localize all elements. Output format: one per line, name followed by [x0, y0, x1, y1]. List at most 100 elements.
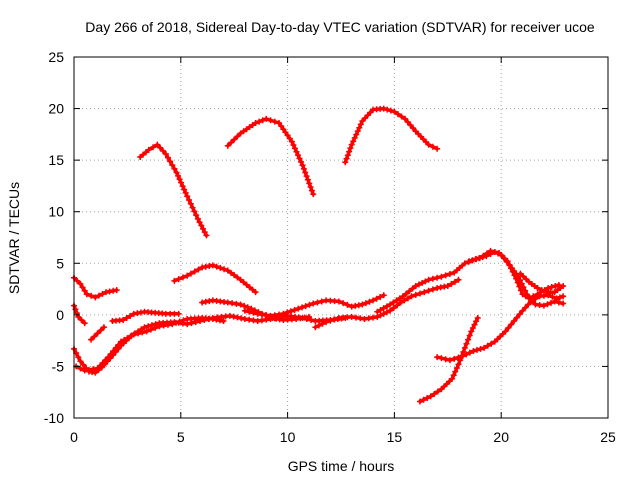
data-point: [483, 250, 490, 257]
data-point: [294, 152, 301, 159]
data-point: [553, 295, 560, 302]
data-point: [487, 247, 494, 254]
data-point: [123, 314, 130, 321]
data-point: [312, 324, 319, 331]
data-point: [124, 335, 131, 342]
series-line: [72, 314, 348, 375]
data-point: [517, 270, 524, 277]
data-point: [450, 372, 457, 379]
grid: [74, 57, 608, 418]
data-point: [359, 301, 366, 308]
data-point: [516, 311, 523, 318]
data-point: [284, 309, 291, 316]
data-point: [100, 324, 107, 331]
data-point: [522, 304, 529, 311]
data-point: [193, 212, 200, 219]
data-point: [346, 148, 353, 155]
data-point: [259, 117, 266, 124]
series-track-13: [312, 276, 462, 331]
series-track-3: [342, 105, 441, 166]
data-point: [288, 138, 295, 145]
data-point: [227, 139, 234, 146]
data-point: [200, 225, 207, 232]
data-point: [380, 305, 387, 312]
data-point: [366, 298, 373, 305]
data-point: [412, 282, 419, 289]
data-point: [538, 287, 545, 294]
data-point: [227, 269, 234, 276]
data-point: [105, 354, 112, 361]
series-track-10: [73, 314, 227, 374]
data-point: [473, 256, 480, 263]
data-point: [252, 289, 259, 296]
data-point: [442, 272, 449, 279]
data-point: [198, 222, 205, 229]
data-point: [201, 229, 208, 236]
data-point: [234, 274, 241, 281]
data-point: [466, 258, 473, 265]
data-point: [250, 309, 257, 316]
data-point: [72, 306, 79, 313]
data-point: [299, 162, 306, 169]
y-tick-label: -10: [44, 410, 64, 426]
x-ticks: 0 5 10 15 20 25: [70, 57, 616, 445]
data-point: [342, 159, 349, 166]
series-track-4: [71, 274, 120, 301]
data-point: [560, 293, 567, 300]
data-point: [453, 364, 460, 371]
data-point: [357, 121, 364, 128]
data-point: [415, 281, 422, 288]
data-point: [370, 297, 377, 304]
data-point: [298, 158, 305, 165]
y-tick-label: 10: [48, 204, 64, 220]
data-point: [404, 295, 411, 302]
data-point: [446, 357, 453, 364]
series-track-9: [109, 308, 182, 325]
data-point: [120, 317, 127, 324]
data-point: [544, 301, 551, 308]
x-tick-label: 25: [600, 429, 616, 445]
data-point: [246, 308, 253, 315]
data-point: [508, 321, 515, 328]
data-point: [91, 333, 98, 340]
data-point: [95, 292, 102, 299]
data-point: [496, 249, 503, 256]
data-point: [374, 313, 381, 320]
data-point: [412, 291, 419, 298]
data-point: [77, 365, 84, 372]
data-point: [401, 297, 408, 304]
data-point: [425, 276, 432, 283]
data-point: [444, 282, 451, 289]
data-point: [180, 317, 187, 324]
data-point: [300, 165, 307, 172]
data-point: [398, 113, 405, 120]
data-point: [241, 307, 248, 314]
data-point: [468, 328, 475, 335]
data-point: [115, 341, 122, 348]
series-track-11: [199, 297, 312, 324]
data-point: [451, 278, 458, 285]
data-point: [94, 330, 101, 337]
data-point: [234, 314, 241, 321]
data-point: [356, 124, 363, 131]
data-point: [286, 135, 293, 142]
data-point: [513, 275, 520, 282]
data-point: [291, 145, 298, 152]
data-point: [221, 266, 228, 273]
data-point: [455, 361, 462, 368]
data-point: [162, 150, 169, 157]
data-point: [442, 356, 449, 363]
data-point: [74, 277, 81, 284]
data-point: [473, 346, 480, 353]
y-tick-label: 25: [48, 49, 64, 65]
data-point: [377, 312, 384, 319]
data-point: [304, 176, 311, 183]
data-point: [280, 310, 287, 317]
series-track-12: [241, 292, 387, 319]
data-point: [340, 300, 347, 307]
data-point: [99, 290, 106, 297]
data-point: [167, 158, 174, 165]
data-point: [406, 288, 413, 295]
data-point: [267, 117, 274, 124]
